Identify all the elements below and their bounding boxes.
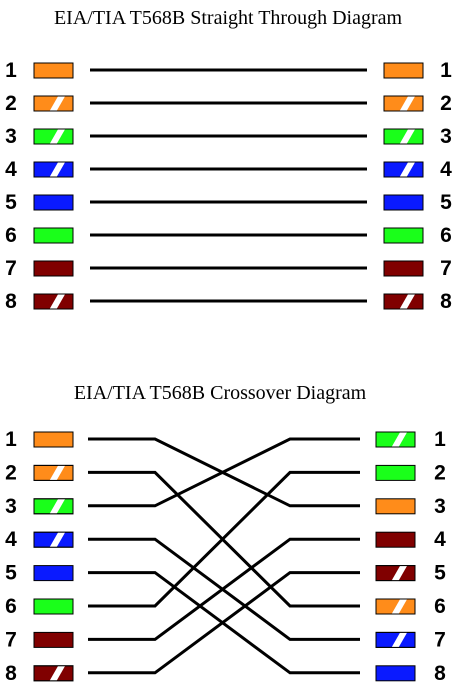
crossover-right-swatch-2 [375,464,416,481]
straight-right-swatch-8 [383,293,424,310]
straight-left-swatch-1 [33,62,74,79]
straight-left-pin-6: 6 [5,224,17,247]
crossover-right-swatch-8 [375,665,416,682]
crossover-left-swatch-1 [33,431,74,448]
crossover-right-swatch-6 [375,598,416,615]
stripe [49,498,66,514]
crossover-left-swatch-7 [33,631,74,648]
crossover-left-pin-7: 7 [5,628,17,651]
stripe [49,129,66,144]
straight-right-swatch-5 [383,194,424,211]
straight-left-pin-5: 5 [5,191,17,214]
crossover-left-swatch-6 [33,598,74,615]
straight-right-swatch-3 [383,128,424,145]
crossover-left-swatch-2 [33,464,74,481]
straight-left-swatch-5 [33,194,74,211]
straight-right-pin-2: 2 [440,92,452,115]
straight-left-pin-7: 7 [5,257,17,280]
crossover-left-swatch-4 [33,531,74,548]
stripe [49,96,66,111]
straight-right-pin-5: 5 [440,191,452,214]
crossover-right-pin-4: 4 [434,528,446,551]
crossover-right-swatch-7 [375,631,416,648]
crossover-right-pin-1: 1 [434,428,446,451]
straight-left-swatch-6 [33,227,74,244]
straight-right-swatch-4 [383,161,424,178]
stripe [399,129,416,144]
straight-left-pin-8: 8 [5,290,17,313]
crossover-right-swatch-4 [375,531,416,548]
straight-left-pin-3: 3 [5,125,17,148]
crossover-right-pin-2: 2 [434,461,446,484]
crossover-right-swatch-5 [375,565,416,582]
crossover-right-pin-7: 7 [434,628,446,651]
crossover-right-swatch-3 [375,498,416,515]
crossover-left-pin-6: 6 [5,595,17,618]
straight-right-pin-4: 4 [440,158,452,181]
straight-through-title: EIA/TIA T568B Straight Through Diagram [54,7,403,29]
stripe [399,294,416,309]
straight-right-pin-6: 6 [440,224,452,247]
crossover-left-pin-4: 4 [5,528,17,551]
straight-left-swatch-7 [33,260,74,277]
stripe [49,665,66,681]
crossover-left-pin-3: 3 [5,495,17,518]
straight-right-swatch-2 [383,95,424,112]
crossover-right-pin-8: 8 [434,662,446,685]
crossover-title: EIA/TIA T568B Crossover Diagram [74,382,367,404]
stripe [391,599,408,614]
straight-right-pin-1: 1 [440,59,452,82]
crossover-right-pin-3: 3 [434,495,446,518]
straight-left-pin-4: 4 [5,158,17,181]
stripe [399,96,416,111]
crossover-wire-6 [88,470,360,608]
straight-left-swatch-3 [33,128,74,145]
straight-left-pin-1: 1 [5,59,17,82]
crossover-left-swatch-3 [33,498,74,515]
crossover-left-swatch-5 [33,565,74,582]
crossover-wire-3 [88,437,360,508]
crossover-right-pin-5: 5 [434,562,446,585]
crossover-left-pin-1: 1 [5,428,17,451]
straight-through-diagram: 1 1 2 2 3 3 4 4 5 5 6 6 7 7 8 8 [5,59,452,313]
crossover-diagram: 1 1 2 2 3 3 4 4 5 5 6 6 7 7 8 8 [5,428,446,685]
stripe [49,162,66,177]
straight-left-swatch-4 [33,161,74,178]
crossover-wire-7 [88,537,360,641]
crossover-wire-8 [88,571,360,675]
straight-right-pin-3: 3 [440,125,452,148]
stripe [49,294,66,309]
stripe [391,432,408,447]
straight-right-swatch-6 [383,227,424,244]
stripe [391,565,408,581]
straight-right-swatch-1 [383,62,424,79]
straight-right-pin-8: 8 [440,290,452,313]
crossover-left-swatch-8 [33,665,74,682]
stripe [399,162,416,177]
crossover-left-pin-5: 5 [5,562,17,585]
straight-right-pin-7: 7 [440,257,452,280]
crossover-left-pin-2: 2 [5,461,17,484]
straight-right-swatch-7 [383,260,424,277]
straight-left-pin-2: 2 [5,92,17,115]
crossover-left-pin-8: 8 [5,662,17,685]
straight-left-swatch-8 [33,293,74,310]
stripe [49,532,66,548]
stripe [391,632,408,648]
straight-left-swatch-2 [33,95,74,112]
crossover-right-swatch-1 [375,431,416,448]
stripe [49,465,66,481]
crossover-right-pin-6: 6 [434,595,446,618]
